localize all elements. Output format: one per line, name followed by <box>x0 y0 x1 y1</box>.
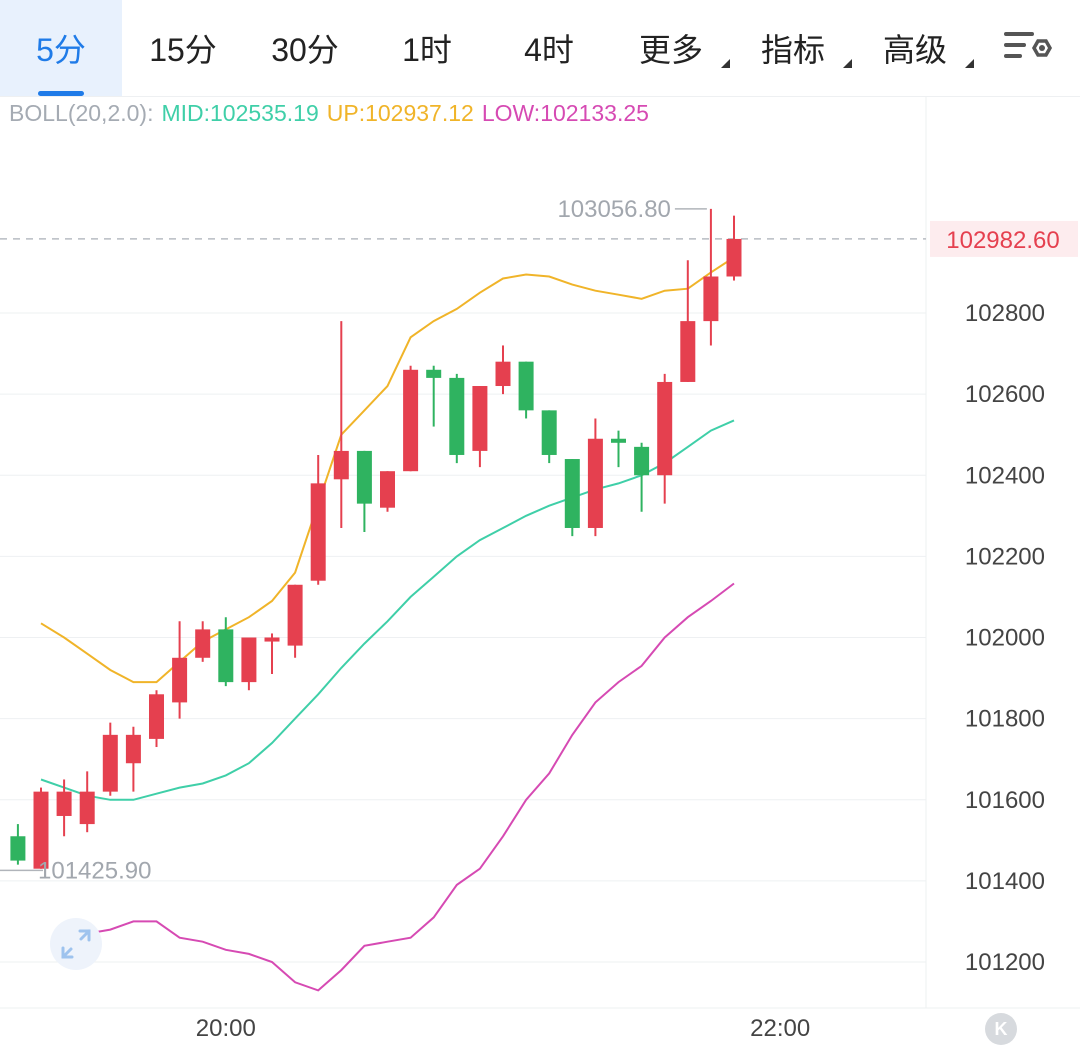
tab-15min[interactable]: 15分 <box>122 0 244 96</box>
x-tick-label: 22:00 <box>750 1015 810 1042</box>
current-price-tag <box>930 220 1078 257</box>
tab-label: 30分 <box>271 32 339 68</box>
candle-down <box>518 361 534 411</box>
dropdown-triangle-icon <box>721 59 730 68</box>
candle-up <box>403 369 419 472</box>
candle-up <box>310 483 326 581</box>
candle-up <box>703 276 719 322</box>
y-tick-label: 102400 <box>965 462 1045 489</box>
candle-up <box>241 637 257 683</box>
tab-4hour[interactable]: 4时 <box>488 0 610 96</box>
k-line-button[interactable]: K <box>985 1013 1017 1045</box>
y-tick-label: 101800 <box>965 706 1045 733</box>
boll-up-line <box>40 256 735 684</box>
candle-down <box>564 459 580 528</box>
candle-up <box>333 450 349 480</box>
tab-indicators-dropdown[interactable]: 指标 <box>732 0 854 96</box>
candle-up <box>726 238 742 277</box>
candle-up <box>102 734 118 792</box>
y-tick-label: 102800 <box>965 300 1045 327</box>
fullscreen-button[interactable] <box>50 918 102 970</box>
candle-up <box>195 629 211 658</box>
x-tick-label: 20:00 <box>196 1015 256 1042</box>
dropdown-triangle-icon <box>965 59 974 68</box>
tab-5min[interactable]: 5分 <box>0 0 122 96</box>
settings-sliders-icon <box>1004 32 1053 58</box>
max-price-label: 103056.80 <box>557 196 670 223</box>
tab-label: 15分 <box>149 32 217 68</box>
candle-down <box>218 629 234 683</box>
boll-name: BOLL(20,2.0): <box>9 100 154 126</box>
tab-label: 指标 <box>760 32 825 68</box>
candle-up <box>680 321 696 382</box>
tab-advanced-dropdown[interactable]: 高级 <box>854 0 976 96</box>
candle-up <box>125 734 141 764</box>
boll-mid-line <box>40 419 735 801</box>
y-tick-label: 102200 <box>965 543 1045 570</box>
y-tick-label: 101400 <box>965 868 1045 895</box>
candle-up <box>56 791 72 816</box>
tab-more-dropdown[interactable]: 更多 <box>610 0 732 96</box>
tab-30min[interactable]: 30分 <box>244 0 366 96</box>
candlestick-chart[interactable]: 102800 102600 102400 102200 102000 101800 1016… <box>0 96 1080 1053</box>
boll-low-value: LOW:102133.25 <box>481 100 649 126</box>
candle-up <box>495 361 511 387</box>
candle-up <box>287 584 303 646</box>
candle-down <box>356 450 372 504</box>
min-price-label: 101425.90 <box>38 857 151 884</box>
tab-label: 高级 <box>882 32 947 68</box>
timeframe-tabs: 5分 15分 30分 1时 4时 更多 指标 高级 <box>0 0 1080 97</box>
candle-up <box>79 791 95 825</box>
tab-label: 1时 <box>402 32 452 68</box>
tab-label: 4时 <box>524 32 574 68</box>
candle-down <box>611 438 626 443</box>
candle-up <box>380 471 395 508</box>
candle-down <box>449 377 465 455</box>
boll-up-value: UP:102937.12 <box>326 100 474 126</box>
dropdown-triangle-icon <box>843 59 852 68</box>
expand-arrows-icon <box>61 929 91 959</box>
candle-down <box>10 836 26 861</box>
y-tick-label: 102000 <box>965 625 1045 652</box>
tab-label: 更多 <box>638 32 703 68</box>
tab-1hour[interactable]: 1时 <box>366 0 488 96</box>
boll-legend: BOLL(20,2.0): MID:102535.19 UP:102937.12 LO… <box>9 100 657 127</box>
candle-up <box>33 791 49 869</box>
y-tick-label: 101200 <box>965 949 1045 976</box>
y-tick-label: 102600 <box>965 381 1045 408</box>
chart-settings-button[interactable] <box>1000 26 1056 70</box>
candle-down <box>426 369 442 378</box>
candle-up <box>264 637 280 642</box>
current-price-label: 102982.60 <box>946 227 1059 254</box>
candle-up <box>149 694 164 739</box>
tab-label: 5分 <box>36 32 86 68</box>
boll-low-line <box>64 582 735 992</box>
candle-down <box>541 410 557 455</box>
y-tick-label: 101600 <box>965 787 1045 814</box>
candle-down <box>634 446 650 476</box>
boll-mid-value: MID:102535.19 <box>161 100 319 126</box>
candle-up <box>472 386 488 451</box>
candle-up <box>172 657 188 703</box>
candle-up <box>657 381 673 476</box>
candle-up <box>587 438 603 528</box>
